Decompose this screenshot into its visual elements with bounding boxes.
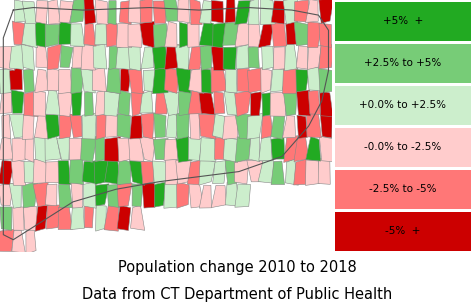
Text: -0.0% to -2.5%: -0.0% to -2.5% xyxy=(365,142,441,152)
Text: +5%  +: +5% + xyxy=(383,16,423,26)
Bar xyxy=(335,86,471,125)
Bar xyxy=(335,43,471,83)
Text: Data from CT Department of Public Health: Data from CT Department of Public Health xyxy=(82,287,392,302)
Bar xyxy=(335,2,471,40)
Text: -5%  +: -5% + xyxy=(385,226,420,236)
Text: +2.5% to +5%: +2.5% to +5% xyxy=(365,58,441,68)
Text: -2.5% to -5%: -2.5% to -5% xyxy=(369,184,437,194)
Bar xyxy=(335,170,471,209)
Text: +0.0% to +2.5%: +0.0% to +2.5% xyxy=(359,100,447,110)
Text: Population change 2010 to 2018: Population change 2010 to 2018 xyxy=(118,260,356,275)
Bar xyxy=(335,128,471,167)
Bar xyxy=(335,212,471,251)
